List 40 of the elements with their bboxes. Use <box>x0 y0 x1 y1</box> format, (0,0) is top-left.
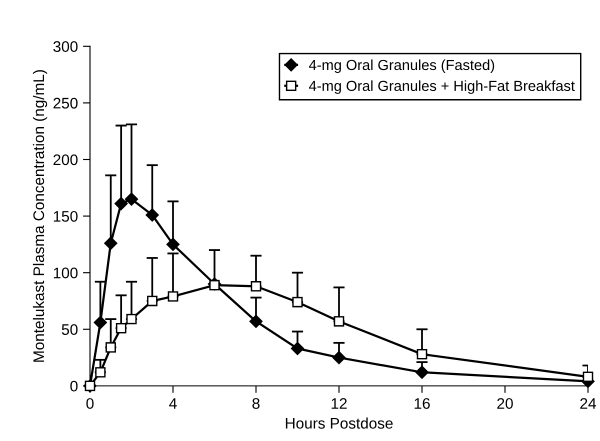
point <box>106 342 116 353</box>
y-axis-title: Montelukast Plasma Concentration (ng/mL) <box>32 70 48 362</box>
y-tick-label: 200 <box>53 154 78 166</box>
point <box>147 296 158 306</box>
point <box>332 350 346 364</box>
x-tick-label: 8 <box>252 398 260 409</box>
x-tick-label: 12 <box>332 398 347 409</box>
x-tick-label: 4 <box>169 398 177 409</box>
point <box>290 342 304 356</box>
x-tick-label: 20 <box>497 398 513 409</box>
point <box>126 314 137 324</box>
point <box>415 366 429 379</box>
point <box>166 238 180 251</box>
x-tick-label: 16 <box>414 398 430 409</box>
point <box>116 322 126 334</box>
y-tick-label: 150 <box>54 210 78 222</box>
x-tick-label: 24 <box>580 398 596 409</box>
point <box>114 197 128 210</box>
point <box>292 296 303 308</box>
point <box>416 348 428 360</box>
point <box>95 367 106 378</box>
point <box>168 291 178 302</box>
point <box>582 372 594 382</box>
x-axis-title: Hours Postdose <box>286 417 393 429</box>
y-tick-label: 300 <box>53 41 78 52</box>
legend-label: 4-mg Oral Granules (Fasted) <box>308 59 494 74</box>
point <box>104 236 118 250</box>
y-tick-label: 0 <box>70 380 78 392</box>
point <box>94 316 107 330</box>
y-tick-label: 100 <box>54 268 78 278</box>
point <box>146 208 159 222</box>
y-tick-label: 250 <box>53 98 78 109</box>
legend-label: 4-mg Oral Granules + High-Fat Breakfast <box>308 80 575 94</box>
point <box>249 314 263 328</box>
point <box>124 192 138 206</box>
x-tick-label: 0 <box>86 398 94 409</box>
point <box>250 281 262 292</box>
point <box>334 316 344 327</box>
y-tick-label: 50 <box>62 324 78 335</box>
point <box>209 280 220 290</box>
